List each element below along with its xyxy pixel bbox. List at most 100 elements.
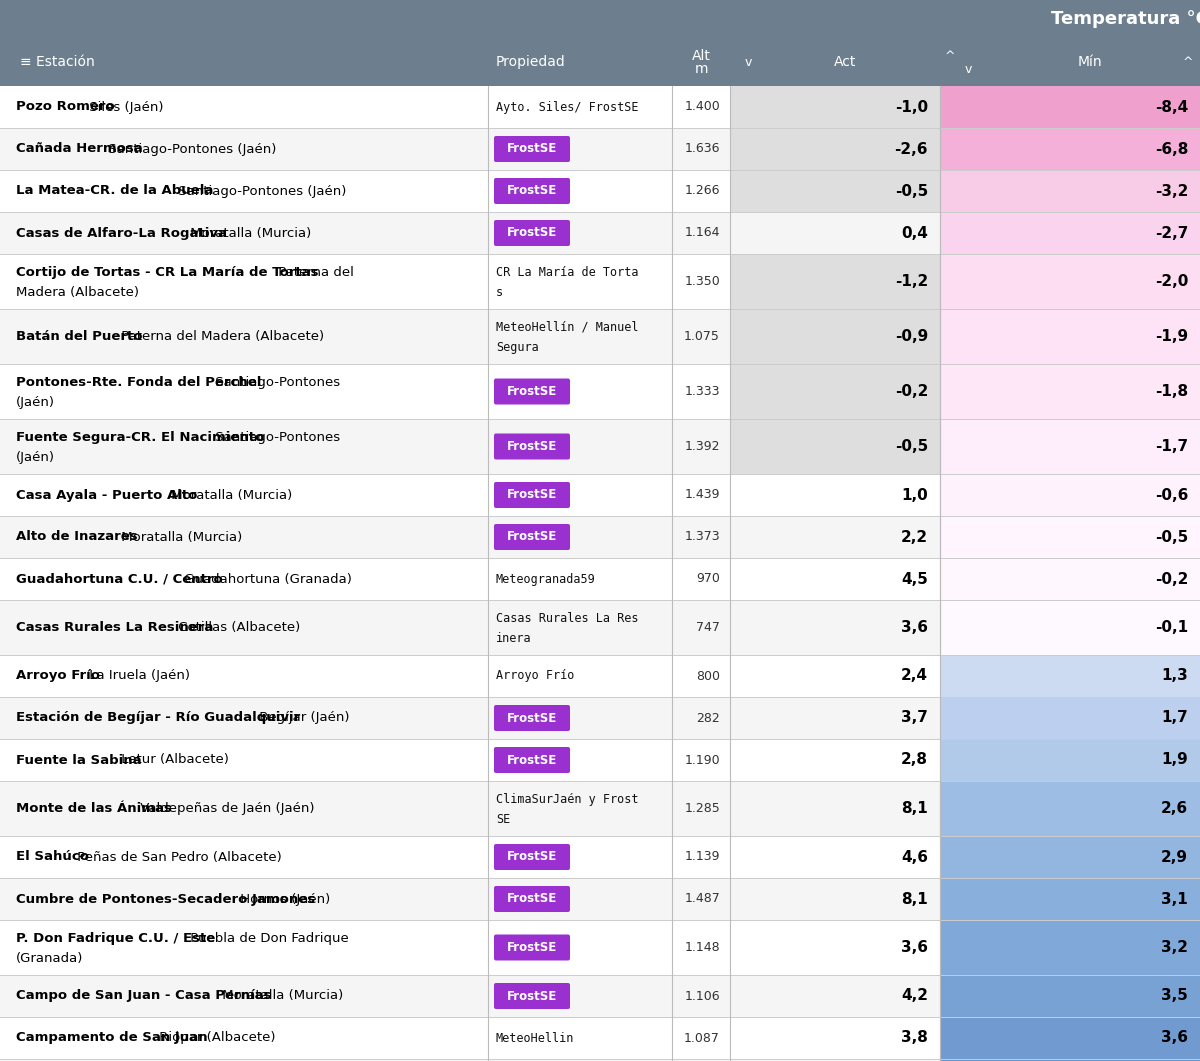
- Bar: [0, 212, 1200, 254]
- Text: Guadahortuna C.U. / Centro: Guadahortuna C.U. / Centro: [16, 573, 223, 586]
- Text: ClimaSurJaén y Frost: ClimaSurJaén y Frost: [496, 793, 638, 805]
- Text: 1.439: 1.439: [684, 488, 720, 502]
- Bar: [940, 86, 1200, 128]
- Bar: [940, 879, 1200, 920]
- Text: -0,2: -0,2: [895, 384, 928, 399]
- Bar: [0, 309, 1200, 364]
- Text: Valdepeñas de Jaén (Jaén): Valdepeñas de Jaén (Jaén): [136, 802, 314, 815]
- Bar: [0, 975, 1200, 1017]
- Text: ^: ^: [944, 50, 955, 63]
- Text: 1.087: 1.087: [684, 1031, 720, 1044]
- Text: 3,5: 3,5: [1162, 989, 1188, 1004]
- Text: Casas Rurales La Res: Casas Rurales La Res: [496, 611, 638, 625]
- Text: 2,2: 2,2: [901, 529, 928, 544]
- Text: -1,8: -1,8: [1154, 384, 1188, 399]
- Bar: [0, 697, 1200, 740]
- Text: MeteoHellin: MeteoHellin: [496, 1031, 575, 1044]
- Text: m: m: [695, 63, 708, 76]
- Text: SE: SE: [496, 813, 510, 827]
- Text: Moratalla (Murcia): Moratalla (Murcia): [217, 990, 343, 1003]
- Bar: [0, 879, 1200, 920]
- Text: 8,1: 8,1: [901, 801, 928, 816]
- Bar: [0, 516, 1200, 558]
- Text: Fuente la Sabina: Fuente la Sabina: [16, 753, 142, 766]
- Text: Segura: Segura: [496, 341, 539, 354]
- Text: Fuente Segura-CR. El Nacimiento: Fuente Segura-CR. El Nacimiento: [16, 431, 264, 443]
- Bar: [940, 128, 1200, 170]
- Text: Moratalla (Murcia): Moratalla (Murcia): [186, 226, 311, 240]
- Text: FrostSE: FrostSE: [506, 851, 557, 864]
- Text: 2,4: 2,4: [901, 668, 928, 683]
- Text: inera: inera: [496, 632, 532, 645]
- Text: FrostSE: FrostSE: [506, 753, 557, 766]
- Bar: [940, 781, 1200, 836]
- Bar: [0, 128, 1200, 170]
- Bar: [0, 781, 1200, 836]
- Text: (Jaén): (Jaén): [16, 396, 55, 408]
- Text: MeteoHellín / Manuel: MeteoHellín / Manuel: [496, 320, 638, 333]
- Text: Casas Rurales La Resinera: Casas Rurales La Resinera: [16, 621, 214, 634]
- Text: 1.148: 1.148: [684, 941, 720, 954]
- FancyBboxPatch shape: [494, 886, 570, 912]
- Text: -1,0: -1,0: [895, 100, 928, 115]
- Text: Cañada Hermosa: Cañada Hermosa: [16, 142, 143, 156]
- Text: Puebla de Don Fadrique: Puebla de Don Fadrique: [186, 932, 349, 944]
- Text: ≡ Estación: ≡ Estación: [20, 55, 95, 69]
- Text: P. Don Fadrique C.U. / Este: P. Don Fadrique C.U. / Este: [16, 932, 215, 944]
- FancyBboxPatch shape: [494, 935, 570, 960]
- Text: -1,9: -1,9: [1154, 329, 1188, 344]
- Text: 1.350: 1.350: [684, 275, 720, 288]
- Text: 1.266: 1.266: [684, 185, 720, 197]
- Text: Santiago-Pontones (Jaén): Santiago-Pontones (Jaén): [174, 185, 346, 197]
- Text: (Granada): (Granada): [16, 952, 83, 966]
- Bar: [940, 474, 1200, 516]
- Text: Alto de Inazares: Alto de Inazares: [16, 530, 138, 543]
- Bar: [940, 601, 1200, 655]
- Bar: [940, 212, 1200, 254]
- Text: 3,7: 3,7: [901, 711, 928, 726]
- Text: La Matea-CR. de la Abuela: La Matea-CR. de la Abuela: [16, 185, 214, 197]
- Text: 4,2: 4,2: [901, 989, 928, 1004]
- Text: 3,8: 3,8: [901, 1030, 928, 1045]
- Text: Mín: Mín: [1078, 55, 1103, 69]
- Text: v: v: [744, 55, 751, 69]
- Text: Casas de Alfaro-La Rogativa: Casas de Alfaro-La Rogativa: [16, 226, 227, 240]
- Text: Act: Act: [834, 55, 856, 69]
- FancyBboxPatch shape: [494, 220, 570, 246]
- Bar: [0, 364, 1200, 419]
- Bar: [0, 86, 1200, 128]
- Text: 3,2: 3,2: [1162, 940, 1188, 955]
- Text: FrostSE: FrostSE: [506, 142, 557, 156]
- Text: -0,5: -0,5: [1154, 529, 1188, 544]
- Bar: [0, 254, 1200, 309]
- Text: Arroyo Frío: Arroyo Frío: [16, 669, 100, 682]
- Bar: [940, 558, 1200, 601]
- Text: s: s: [496, 286, 503, 299]
- Text: 1.164: 1.164: [684, 226, 720, 240]
- Bar: [730, 86, 940, 128]
- Text: Riópar (Albacete): Riópar (Albacete): [155, 1031, 275, 1044]
- Bar: [0, 836, 1200, 879]
- Text: FrostSE: FrostSE: [506, 488, 557, 502]
- Text: Ayto. Siles/ FrostSE: Ayto. Siles/ FrostSE: [496, 101, 638, 114]
- Text: El Sahúco: El Sahúco: [16, 851, 89, 864]
- Text: 1.285: 1.285: [684, 802, 720, 815]
- Bar: [730, 419, 940, 474]
- Text: Cortijo de Tortas - CR La María de Tortas: Cortijo de Tortas - CR La María de Torta…: [16, 265, 318, 279]
- Text: -0,5: -0,5: [895, 439, 928, 454]
- Text: Casa Ayala - Puerto Alto: Casa Ayala - Puerto Alto: [16, 488, 197, 502]
- Text: FrostSE: FrostSE: [506, 941, 557, 954]
- Text: 1.400: 1.400: [684, 101, 720, 114]
- Bar: [940, 655, 1200, 697]
- Text: 1.373: 1.373: [684, 530, 720, 543]
- Text: 800: 800: [696, 669, 720, 682]
- Text: Arroyo Frío: Arroyo Frío: [496, 669, 575, 682]
- Bar: [0, 0, 1200, 86]
- Text: Moratalla (Murcia): Moratalla (Murcia): [167, 488, 293, 502]
- Bar: [730, 128, 940, 170]
- Text: 1.636: 1.636: [684, 142, 720, 156]
- Text: -0,6: -0,6: [1154, 487, 1188, 503]
- Text: FrostSE: FrostSE: [506, 712, 557, 725]
- Bar: [0, 920, 1200, 975]
- Text: 2,8: 2,8: [901, 752, 928, 767]
